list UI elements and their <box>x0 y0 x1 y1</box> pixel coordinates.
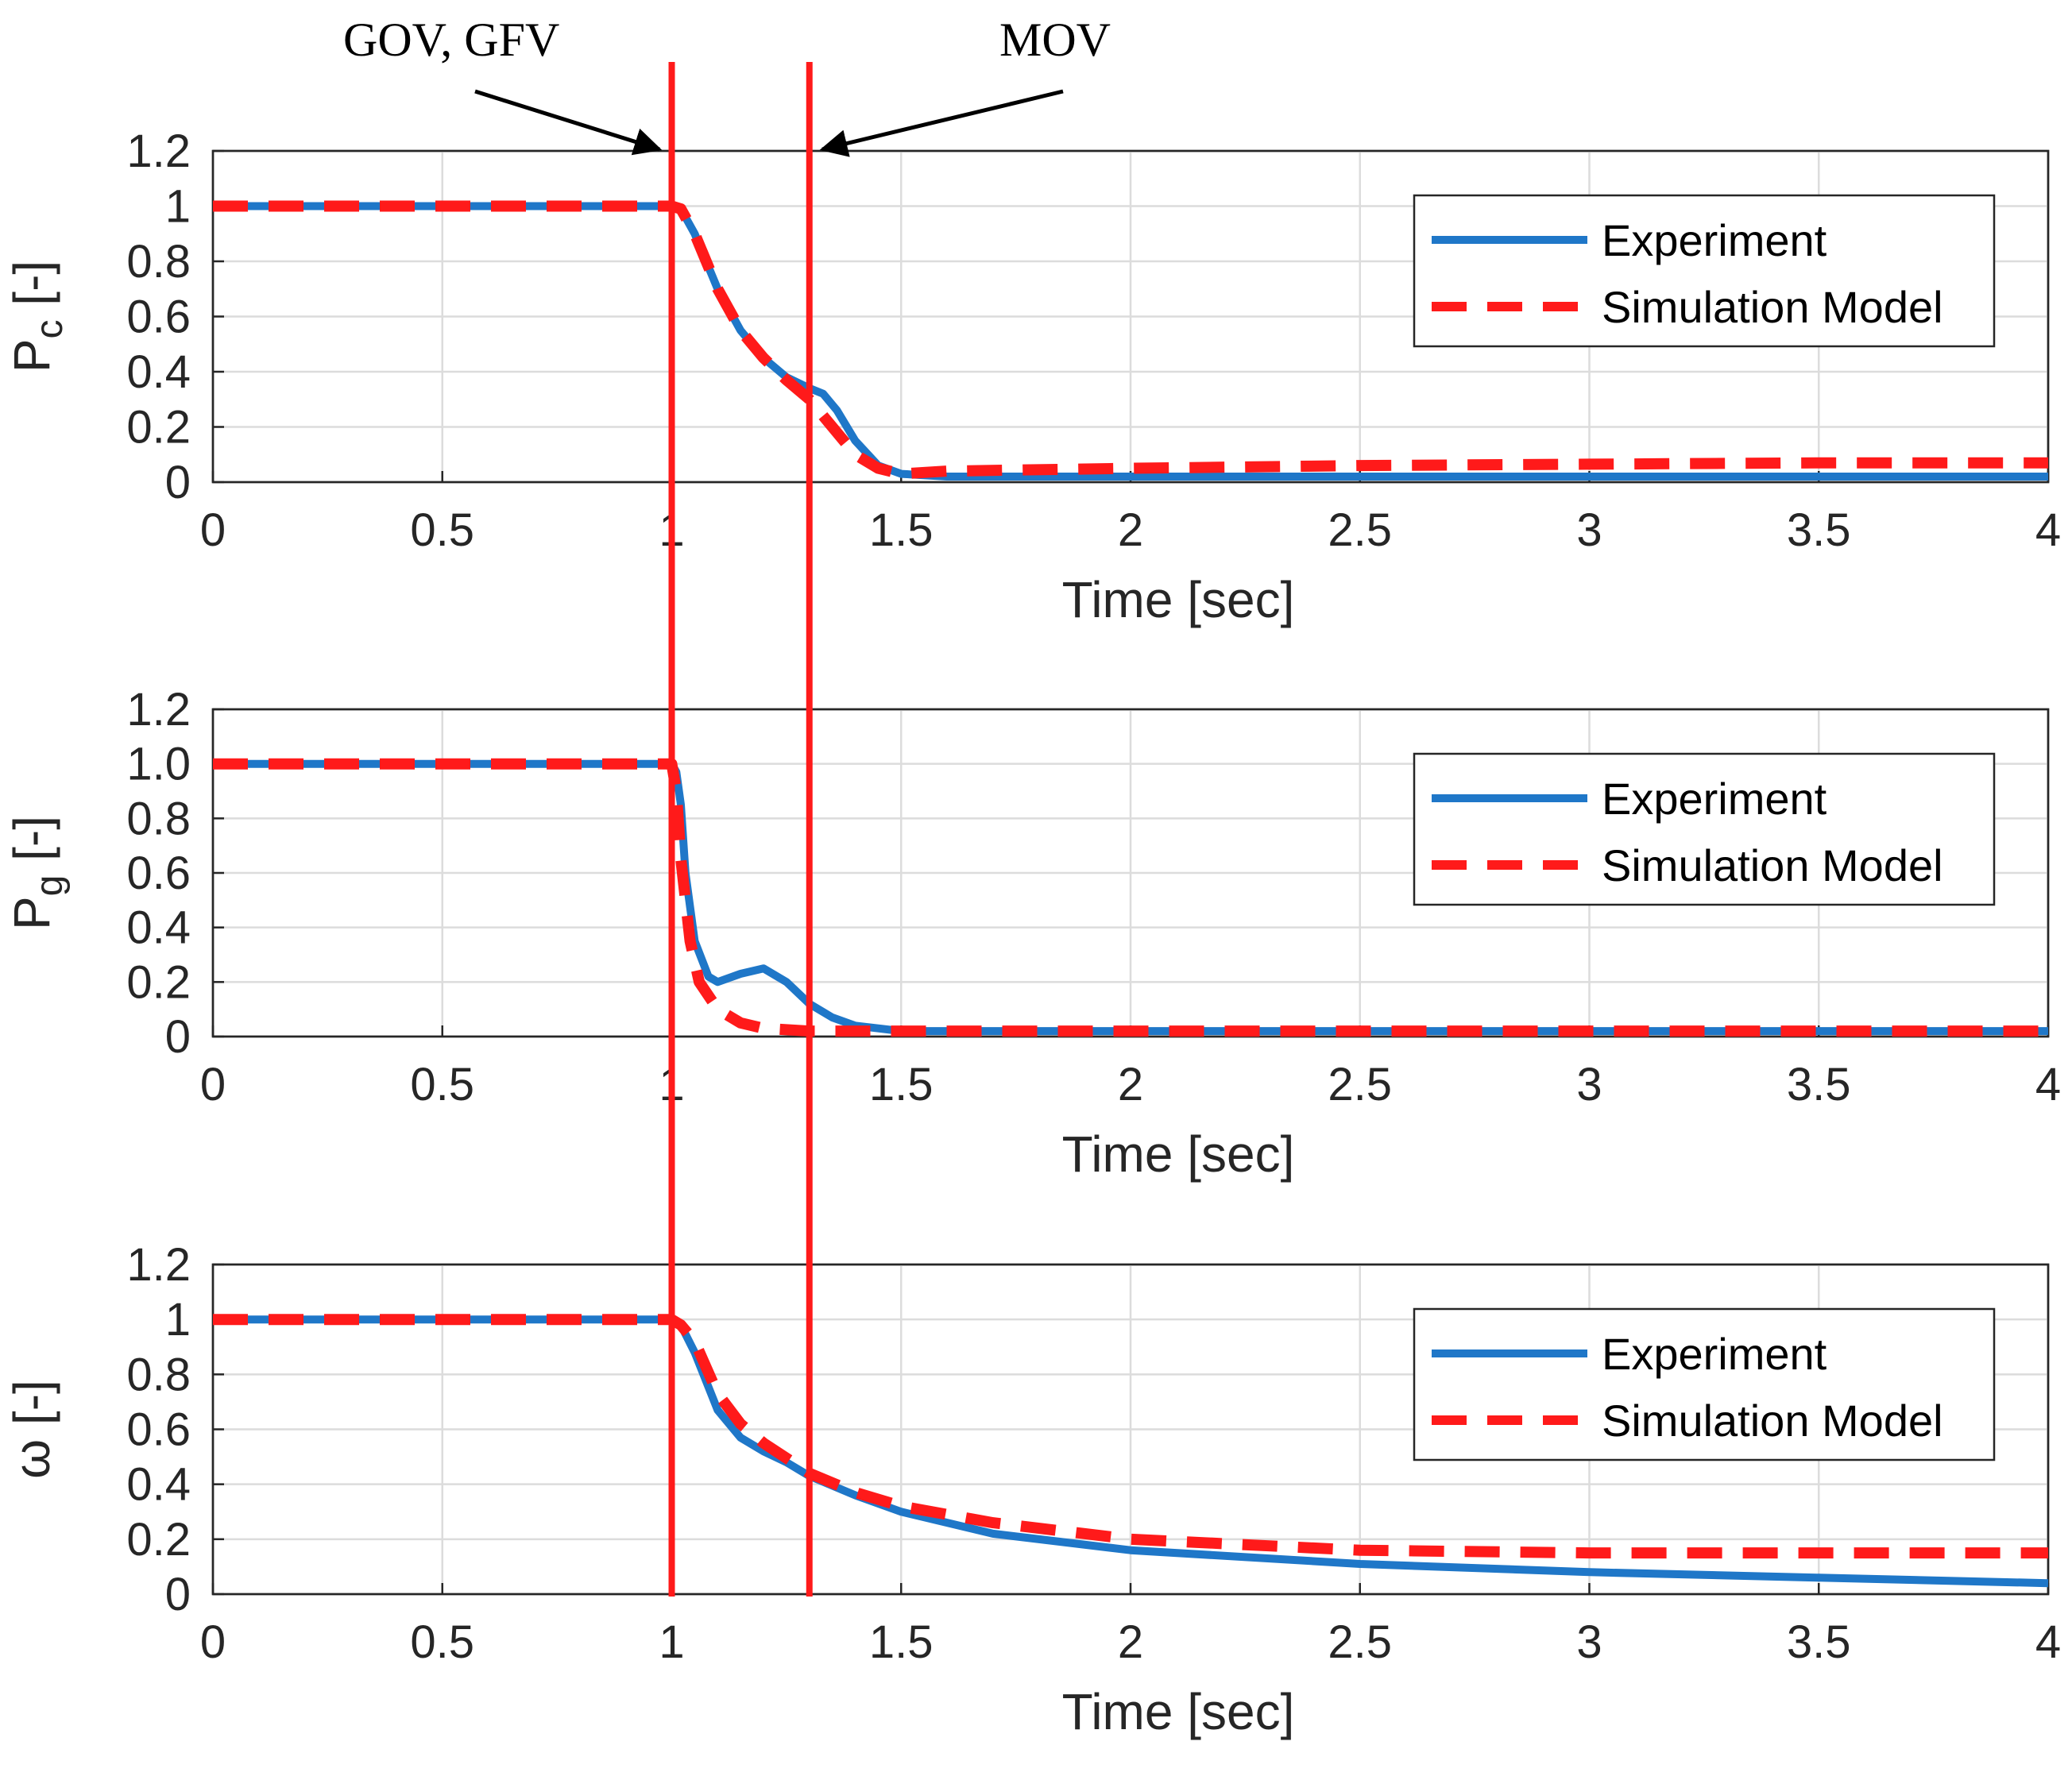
legend-box <box>1413 752 1996 906</box>
legend-label-simulation: Simulation Model <box>1602 1396 1943 1446</box>
x-tick-label: 4 <box>2035 1059 2061 1110</box>
legend-label-simulation: Simulation Model <box>1602 282 1943 332</box>
y-tick-label: 1.2 <box>126 684 191 736</box>
legend-label-experiment: Experiment <box>1602 774 1827 824</box>
x-tick-label: 1.5 <box>869 504 934 556</box>
annotation-gov-gfv: GOV, GFV <box>343 14 559 66</box>
legend-box <box>1413 1307 1996 1461</box>
y-tick-label: 1 <box>165 1294 191 1346</box>
annotation-mov: MOV <box>999 14 1111 66</box>
x-tick-label: 2 <box>1118 1616 1143 1668</box>
y-tick-label: 0.6 <box>126 848 191 899</box>
x-tick-label: 3.5 <box>1787 1616 1851 1668</box>
x-axis-label: Time [sec] <box>1062 571 1295 628</box>
y-tick-label: 1.2 <box>126 125 191 177</box>
x-tick-label: 0.5 <box>410 504 474 556</box>
y-axis-label: ω [-] <box>3 1380 60 1479</box>
plot-frame <box>211 1263 2050 1596</box>
x-axis-label: Time [sec] <box>1062 1683 1295 1740</box>
legend-label-experiment: Experiment <box>1602 215 1827 265</box>
x-tick-label: 3 <box>1576 504 1602 556</box>
x-tick-label: 2 <box>1118 1059 1143 1110</box>
y-tick-label: 0.2 <box>126 1514 191 1566</box>
x-tick-label: 3 <box>1576 1616 1602 1668</box>
x-tick-label: 0.5 <box>410 1616 474 1668</box>
x-tick-label: 0 <box>200 1059 226 1110</box>
legend: Experiment Simulation Model <box>1413 1307 1996 1461</box>
x-tick-label: 2 <box>1118 504 1143 556</box>
plot-frame <box>211 149 2050 484</box>
y-tick-label: 0.8 <box>126 1349 191 1400</box>
x-axis-label: Time [sec] <box>1062 1126 1295 1183</box>
x-tick-label: 1.5 <box>869 1059 934 1110</box>
x-tick-label: 0 <box>200 1616 226 1668</box>
y-tick-label: 1.2 <box>126 1239 191 1291</box>
panel-pg: 00.511.522.533.5400.20.40.60.81.01.2Time… <box>3 684 2061 1183</box>
x-tick-label: 4 <box>2035 504 2061 556</box>
x-tick-label: 0.5 <box>410 1059 474 1110</box>
y-tick-label: 0 <box>165 1569 191 1620</box>
x-tick-label: 2.5 <box>1328 1059 1392 1110</box>
legend: Experiment Simulation Model <box>1413 752 1996 906</box>
x-tick-label: 1.5 <box>869 1616 934 1668</box>
x-tick-label: 2.5 <box>1328 1616 1392 1668</box>
legend-box <box>1413 194 1996 348</box>
y-tick-label: 0.4 <box>126 346 191 398</box>
y-tick-label: 0.8 <box>126 793 191 844</box>
x-tick-label: 3.5 <box>1787 1059 1851 1110</box>
y-tick-label: 0.2 <box>126 402 191 454</box>
legend-label-experiment: Experiment <box>1602 1329 1827 1379</box>
y-axis-label: Pc [-] <box>3 261 71 373</box>
y-tick-label: 0.6 <box>126 292 191 343</box>
y-axis-label: Pg [-] <box>3 816 71 930</box>
x-tick-label: 0 <box>200 504 226 556</box>
y-tick-label: 0.8 <box>126 236 191 288</box>
series-line-simulation <box>213 200 2048 480</box>
y-tick-label: 1 <box>165 181 191 233</box>
y-tick-label: 0 <box>165 457 191 508</box>
y-tick-label: 0.4 <box>126 1459 191 1511</box>
x-tick-label: 3.5 <box>1787 504 1851 556</box>
y-tick-label: 1.0 <box>126 739 191 790</box>
x-tick-label: 2.5 <box>1328 504 1392 556</box>
legend-label-simulation: Simulation Model <box>1602 840 1943 890</box>
y-tick-label: 0.4 <box>126 902 191 954</box>
overlay: GOV, GFV MOV <box>343 14 1111 1597</box>
y-tick-label: 0.2 <box>126 956 191 1008</box>
x-tick-label: 1 <box>659 1616 684 1668</box>
arrow-gov-gfv <box>474 89 663 156</box>
x-tick-label: 4 <box>2035 1616 2061 1668</box>
y-tick-label: 0 <box>165 1011 191 1063</box>
legend: Experiment Simulation Model <box>1413 194 1996 348</box>
y-tick-label: 0.6 <box>126 1404 191 1456</box>
x-tick-label: 3 <box>1576 1059 1602 1110</box>
arrow-mov <box>819 89 1064 157</box>
